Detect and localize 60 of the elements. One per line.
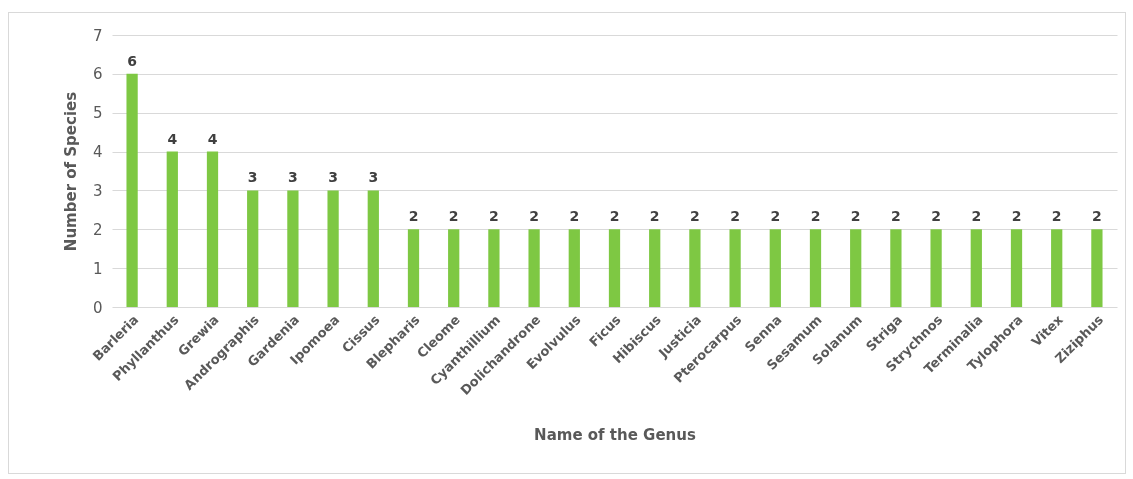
data-label: 2 xyxy=(730,208,740,225)
data-label: 2 xyxy=(489,208,499,225)
bar xyxy=(448,229,460,307)
bar xyxy=(970,229,982,307)
bar xyxy=(729,229,741,307)
bar xyxy=(1091,229,1103,307)
data-label: 3 xyxy=(247,169,258,186)
bar xyxy=(287,190,299,307)
bar xyxy=(608,229,621,307)
bar xyxy=(327,190,339,307)
data-label: 2 xyxy=(448,208,459,225)
bar xyxy=(206,151,219,307)
y-tick-label: 3 xyxy=(92,181,103,200)
data-label: 3 xyxy=(288,169,298,186)
data-label: 2 xyxy=(649,208,660,225)
y-tick-label: 7 xyxy=(92,26,103,45)
data-label: 2 xyxy=(609,208,620,225)
y-tick-label: 2 xyxy=(92,220,103,239)
bar xyxy=(890,229,902,307)
data-label: 2 xyxy=(850,208,861,225)
bar xyxy=(1010,229,1023,307)
bar xyxy=(126,73,138,307)
data-label: 6 xyxy=(127,52,137,69)
bar xyxy=(689,229,701,307)
y-tick-label: 4 xyxy=(92,143,103,162)
bar xyxy=(166,151,178,307)
data-label: 2 xyxy=(529,208,539,225)
y-tick-label: 1 xyxy=(92,259,103,278)
bar xyxy=(488,229,500,307)
y-tick-label: 5 xyxy=(92,104,103,123)
data-label: 2 xyxy=(931,208,941,225)
data-label: 4 xyxy=(167,130,178,147)
bar xyxy=(769,229,781,307)
data-label: 3 xyxy=(328,169,338,186)
data-label: 2 xyxy=(1011,208,1022,225)
bar xyxy=(407,229,420,307)
bar xyxy=(1051,229,1063,307)
bar xyxy=(930,229,942,307)
y-axis-title: Number of Species xyxy=(61,91,80,252)
data-label: 2 xyxy=(770,208,781,225)
data-label: 2 xyxy=(1051,208,1062,225)
x-axis-title: Name of the Genus xyxy=(534,425,696,444)
bar xyxy=(850,229,862,307)
data-label: 2 xyxy=(810,208,821,225)
bar xyxy=(809,229,822,307)
bar xyxy=(528,229,540,307)
bar xyxy=(367,190,379,307)
bar xyxy=(568,229,580,307)
bar xyxy=(247,190,259,307)
y-tick-label: 0 xyxy=(92,298,103,317)
data-label: 4 xyxy=(207,130,218,147)
data-label: 2 xyxy=(569,208,580,225)
data-label: 2 xyxy=(891,208,901,225)
y-tick-label: 6 xyxy=(92,65,103,84)
data-label: 2 xyxy=(690,208,700,225)
data-label: 2 xyxy=(971,208,982,225)
data-label: 3 xyxy=(368,169,379,186)
bar xyxy=(649,229,661,307)
data-label: 2 xyxy=(408,208,419,225)
data-label: 2 xyxy=(1092,208,1102,225)
